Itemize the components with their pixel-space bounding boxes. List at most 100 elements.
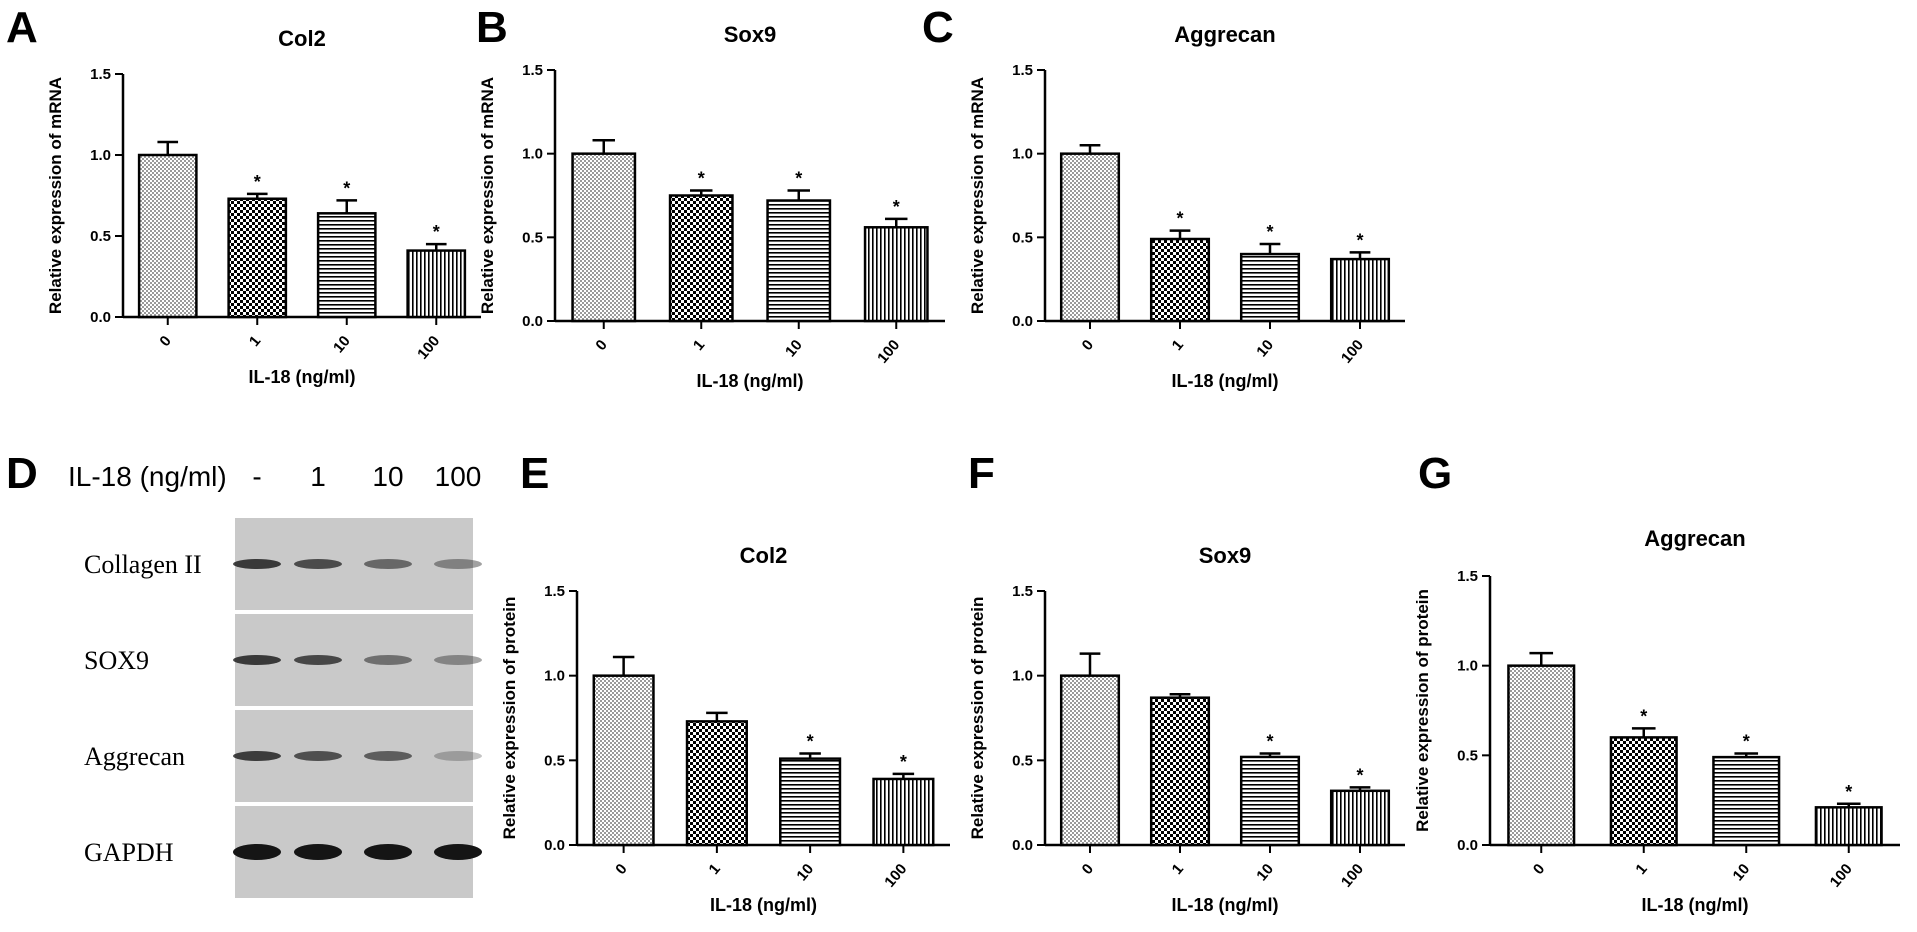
x-tick-label: 100: [1827, 861, 1856, 891]
y-axis-label: Relative expression of protein: [1413, 589, 1432, 832]
bar: [1329, 257, 1391, 323]
x-axis-label: IL-18 (ng/ml): [1172, 371, 1279, 391]
y-axis-label: Relative expression of protein: [968, 597, 987, 840]
x-tick-label: 1: [706, 861, 724, 878]
chart-f: Sox9 0.0 0.5 1.0 1.5 Relative expression of p…: [968, 543, 1405, 915]
blot-band: [233, 655, 281, 665]
panel-letter-b: B: [476, 3, 508, 52]
blot-band: [434, 844, 482, 860]
bar: [592, 674, 655, 847]
x-tick-label: 100: [1338, 861, 1367, 891]
y-tick-label: 0.0: [544, 837, 565, 854]
bar: [668, 194, 734, 323]
bar: [766, 199, 832, 323]
panel-letter-e: E: [520, 449, 549, 498]
significance-marker: *: [807, 732, 814, 752]
blot-row-label: SOX9: [84, 646, 149, 675]
y-tick-label: 1.0: [90, 147, 111, 164]
panel-letter-a: A: [6, 3, 38, 52]
significance-marker: *: [1356, 230, 1363, 250]
x-axis-label: IL-18 (ng/ml): [1642, 895, 1749, 915]
y-tick-label: 0.5: [1012, 229, 1033, 246]
significance-marker: *: [1743, 732, 1750, 752]
y-tick-label: 1.0: [1012, 146, 1033, 163]
blot-row-label: Collagen II: [84, 550, 202, 579]
blot-band: [233, 559, 281, 569]
blot-band: [364, 655, 412, 665]
significance-marker: *: [698, 168, 705, 188]
blot-band: [294, 559, 342, 569]
significance-marker: *: [1640, 706, 1647, 726]
x-tick-label: 10: [1253, 861, 1277, 885]
x-tick-label: 100: [1338, 337, 1367, 367]
y-axis-label: Relative expression of mRNA: [968, 77, 987, 314]
blot-band: [233, 751, 281, 761]
blot-band: [294, 844, 342, 860]
blot-header-label: IL-18 (ng/ml): [68, 461, 227, 492]
blot-band: [434, 751, 482, 761]
blot-row-label: GAPDH: [84, 838, 174, 867]
bar: [406, 249, 467, 319]
bar: [1239, 755, 1301, 847]
y-tick-label: 1.5: [544, 583, 565, 600]
significance-marker: *: [1266, 222, 1273, 242]
y-tick-label: 0.5: [544, 752, 565, 769]
bar: [779, 757, 842, 847]
y-tick-label: 0.0: [1457, 837, 1478, 854]
bar: [685, 720, 748, 847]
chart-title: Sox9: [724, 22, 777, 47]
significance-marker: *: [893, 197, 900, 217]
bar: [1239, 252, 1301, 323]
x-axis-label: IL-18 (ng/ml): [697, 371, 804, 391]
y-tick-label: 1.5: [1457, 568, 1478, 585]
bar: [227, 197, 288, 319]
y-tick-label: 0.5: [90, 228, 111, 245]
chart-g: Aggrecan 0.0 0.5 1.0 1.5 Relative expression …: [1413, 526, 1900, 915]
y-tick-label: 0.0: [90, 309, 111, 326]
x-tick-label: 0: [612, 861, 630, 878]
chart-title: Aggrecan: [1644, 526, 1745, 551]
y-tick-label: 1.0: [544, 668, 565, 685]
bar: [1814, 806, 1883, 847]
x-tick-label: 1: [1169, 337, 1187, 354]
y-tick-label: 1.5: [90, 66, 111, 83]
x-tick-label: 100: [874, 337, 903, 367]
y-axis-label: Relative expression of protein: [500, 597, 519, 840]
x-tick-label: 10: [793, 861, 817, 885]
bar: [1329, 789, 1391, 847]
chart-a: Col2 0.0 0.5 1.0 1.5 Relative expression of m…: [46, 26, 481, 387]
bar: [1059, 152, 1121, 323]
x-axis-label: IL-18 (ng/ml): [710, 895, 817, 915]
x-axis-label: IL-18 (ng/ml): [249, 367, 356, 387]
y-tick-label: 1.0: [522, 146, 543, 163]
bar: [571, 152, 637, 323]
y-tick-label: 0.0: [1012, 313, 1033, 330]
blot-lane-label: 100: [435, 461, 482, 492]
western-blot-panel: IL-18 (ng/ml) - 1 10 100 Collagen II SOX9 Agg…: [68, 461, 482, 898]
panel-letter-f: F: [968, 449, 995, 498]
blot-lane-label: 10: [372, 461, 403, 492]
significance-marker: *: [1356, 765, 1363, 785]
x-tick-label: 10: [782, 337, 806, 361]
significance-marker: *: [1266, 732, 1273, 752]
x-tick-label: 1: [690, 337, 708, 354]
y-tick-label: 0.0: [522, 313, 543, 330]
x-tick-label: 100: [881, 861, 910, 891]
chart-c: Aggrecan 0.0 0.5 1.0 1.5 Relative expression …: [968, 22, 1405, 391]
bar-charts: Col2 0.0 0.5 1.0 1.5 Relative expression of m…: [46, 22, 1900, 915]
x-tick-label: 1: [1632, 861, 1650, 878]
blot-band: [364, 559, 412, 569]
panel-letter-g: G: [1418, 449, 1452, 498]
significance-marker: *: [343, 178, 350, 198]
chart-title: Col2: [278, 26, 326, 51]
y-tick-label: 0.0: [1012, 837, 1033, 854]
y-tick-label: 1.5: [522, 62, 543, 79]
bar: [1609, 736, 1678, 847]
blot-band: [364, 751, 412, 761]
bar: [1712, 755, 1781, 847]
blot-row: SOX9: [84, 614, 482, 706]
chart-title: Col2: [740, 543, 788, 568]
x-tick-label: 10: [1730, 861, 1754, 885]
chart-e: Col2 0.0 0.5 1.0 1.5 Relative expression of p…: [500, 543, 950, 915]
x-axis-label: IL-18 (ng/ml): [1172, 895, 1279, 915]
